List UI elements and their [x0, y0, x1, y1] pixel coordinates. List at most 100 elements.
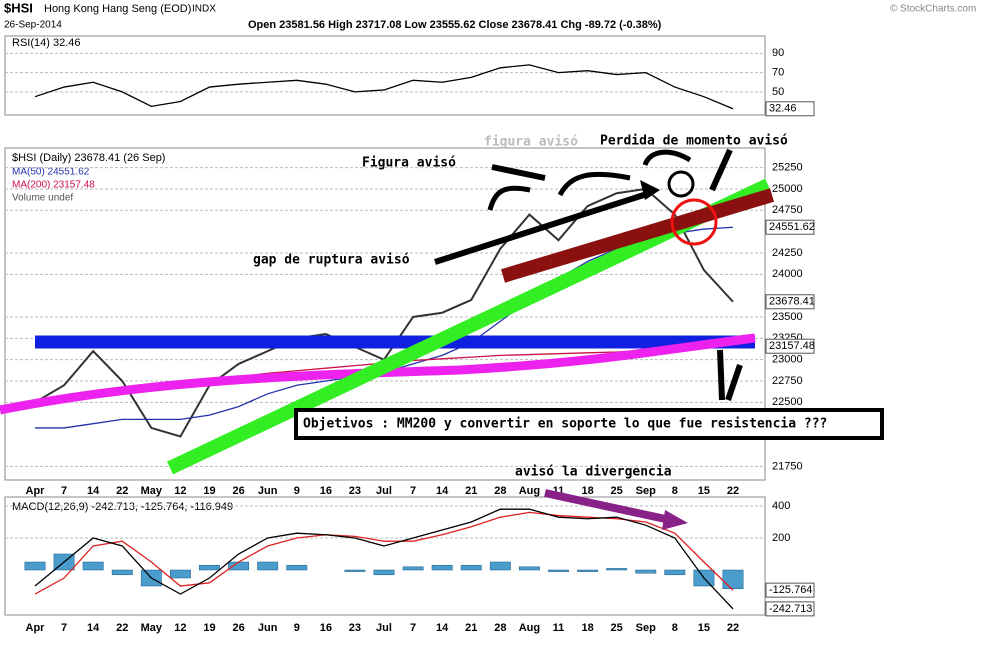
mm200-line — [0, 333, 756, 415]
histogram-bar — [664, 569, 686, 576]
histogram-bar — [257, 561, 279, 571]
annotation: Objetivos : MM200 y convertir en soporte… — [303, 417, 827, 432]
annotations: figura avisó Figura avisó Perdida de mom… — [0, 134, 884, 530]
y-tick-label: 24000 — [772, 268, 803, 280]
y-tick-label: 21750 — [772, 460, 803, 472]
histogram-bar — [722, 569, 744, 589]
y-tick-label: 24750 — [772, 204, 803, 216]
x-tick-label: 19 — [203, 485, 215, 497]
x-tick-label: 26 — [232, 485, 244, 497]
histogram-bar — [431, 564, 453, 571]
ma50-legend: MA(50) 24551.62 — [12, 167, 90, 178]
x-tick-label: 14 — [87, 485, 100, 497]
y-tick-label: 25250 — [772, 162, 803, 174]
exchange: INDX — [192, 4, 216, 15]
x-tick-label: 25 — [611, 485, 623, 497]
x-tick-label: 21 — [465, 485, 477, 497]
y-tick-label: 22750 — [772, 375, 803, 387]
histogram-bar — [286, 564, 308, 571]
x-tick-label: 22 — [116, 622, 128, 634]
x-tick-label: May — [141, 485, 163, 497]
y-tick-label: 400 — [772, 500, 790, 512]
end-label: 23678.41 — [769, 296, 815, 308]
histogram-bar — [82, 561, 104, 571]
symbol: $HSI — [4, 0, 33, 15]
circle-red — [670, 198, 718, 246]
end-label: 23157.48 — [769, 340, 815, 352]
series-line — [34, 187, 734, 438]
y-tick-label: 70 — [772, 67, 784, 79]
brand: © StockCharts.com — [890, 4, 976, 15]
x-tick-label: Sep — [636, 622, 656, 634]
x-tick-label: 8 — [672, 622, 678, 634]
x-tick-label: 22 — [727, 622, 739, 634]
annotation: Figura avisó — [362, 156, 456, 171]
y-tick-label: 23500 — [772, 311, 803, 323]
shoulders — [487, 149, 692, 211]
x-tick-label: Jun — [258, 485, 278, 497]
x-tick-label: 7 — [61, 485, 67, 497]
annotation: Perdida de momento avisó — [600, 134, 788, 149]
histogram-bar — [111, 569, 133, 576]
quote: Open 23581.56 High 23717.08 Low 23555.62… — [248, 19, 662, 31]
end-label: 24551.62 — [769, 221, 815, 233]
x-tick-label: 21 — [465, 622, 477, 634]
figure-arrow — [491, 164, 546, 181]
x-tick-label: 7 — [410, 485, 416, 497]
gap-arrow — [434, 190, 651, 265]
circle-black — [667, 170, 695, 198]
neckline — [500, 188, 775, 283]
x-tick-label: 15 — [698, 622, 710, 634]
x-tick-label: 15 — [698, 485, 710, 497]
y-tick-label: 50 — [772, 86, 784, 98]
x-tick-label: 23 — [349, 485, 361, 497]
y-tick-label: 23000 — [772, 354, 803, 366]
x-tick-label: Apr — [26, 485, 46, 497]
end-label: 32.46 — [769, 103, 797, 115]
histogram-bar — [635, 569, 657, 574]
histogram-bar — [489, 561, 511, 571]
x-tick-label: 9 — [294, 622, 300, 634]
annotation: avisó la divergencia — [515, 465, 672, 480]
series-line — [34, 508, 734, 610]
arrow-head — [662, 510, 688, 530]
divergence-arrow — [544, 489, 671, 524]
x-tick-label: 12 — [174, 485, 186, 497]
end-label: -125.764 — [769, 584, 812, 596]
histogram-bar — [606, 568, 628, 571]
x-tick-label: 8 — [672, 485, 678, 497]
x-tick-label: 23 — [349, 622, 361, 634]
rsi-legend: RSI(14) 32.46 — [12, 37, 80, 49]
end-label-box — [765, 582, 815, 598]
annotation: gap de ruptura avisó — [253, 253, 410, 268]
x-tick-label: Aug — [519, 622, 540, 634]
rsi-panel — [4, 35, 766, 116]
momentum-arrow — [709, 148, 733, 192]
objective-box — [294, 408, 884, 440]
y-tick-label: 22500 — [772, 396, 803, 408]
histogram-bar — [228, 561, 250, 571]
x-tick-label: 7 — [410, 622, 416, 634]
price-legend: $HSI (Daily) 23678.41 (26 Sep) — [12, 152, 165, 164]
x-tick-label: 12 — [174, 622, 186, 634]
x-tick-label: 18 — [581, 485, 593, 497]
x-tick-label: 19 — [203, 622, 215, 634]
histogram-bar — [460, 564, 482, 571]
macd-panel — [4, 496, 766, 616]
y-tick-label: 24250 — [772, 247, 803, 259]
x-tick-label: 28 — [494, 622, 506, 634]
end-label-box — [765, 101, 815, 117]
x-tick-label: 16 — [320, 485, 332, 497]
x-tick-label: 22 — [727, 485, 739, 497]
x-tick-label: 14 — [436, 485, 449, 497]
histogram-bar — [402, 566, 424, 571]
series-line — [34, 64, 734, 110]
x-tick-label: Jun — [258, 622, 278, 634]
x-tick-label: Apr — [26, 622, 46, 634]
arrow-head — [640, 180, 660, 200]
histogram-bar — [373, 569, 395, 576]
ma200-legend: MA(200) 23157.48 — [12, 180, 95, 191]
x-tick-label: Aug — [519, 485, 540, 497]
